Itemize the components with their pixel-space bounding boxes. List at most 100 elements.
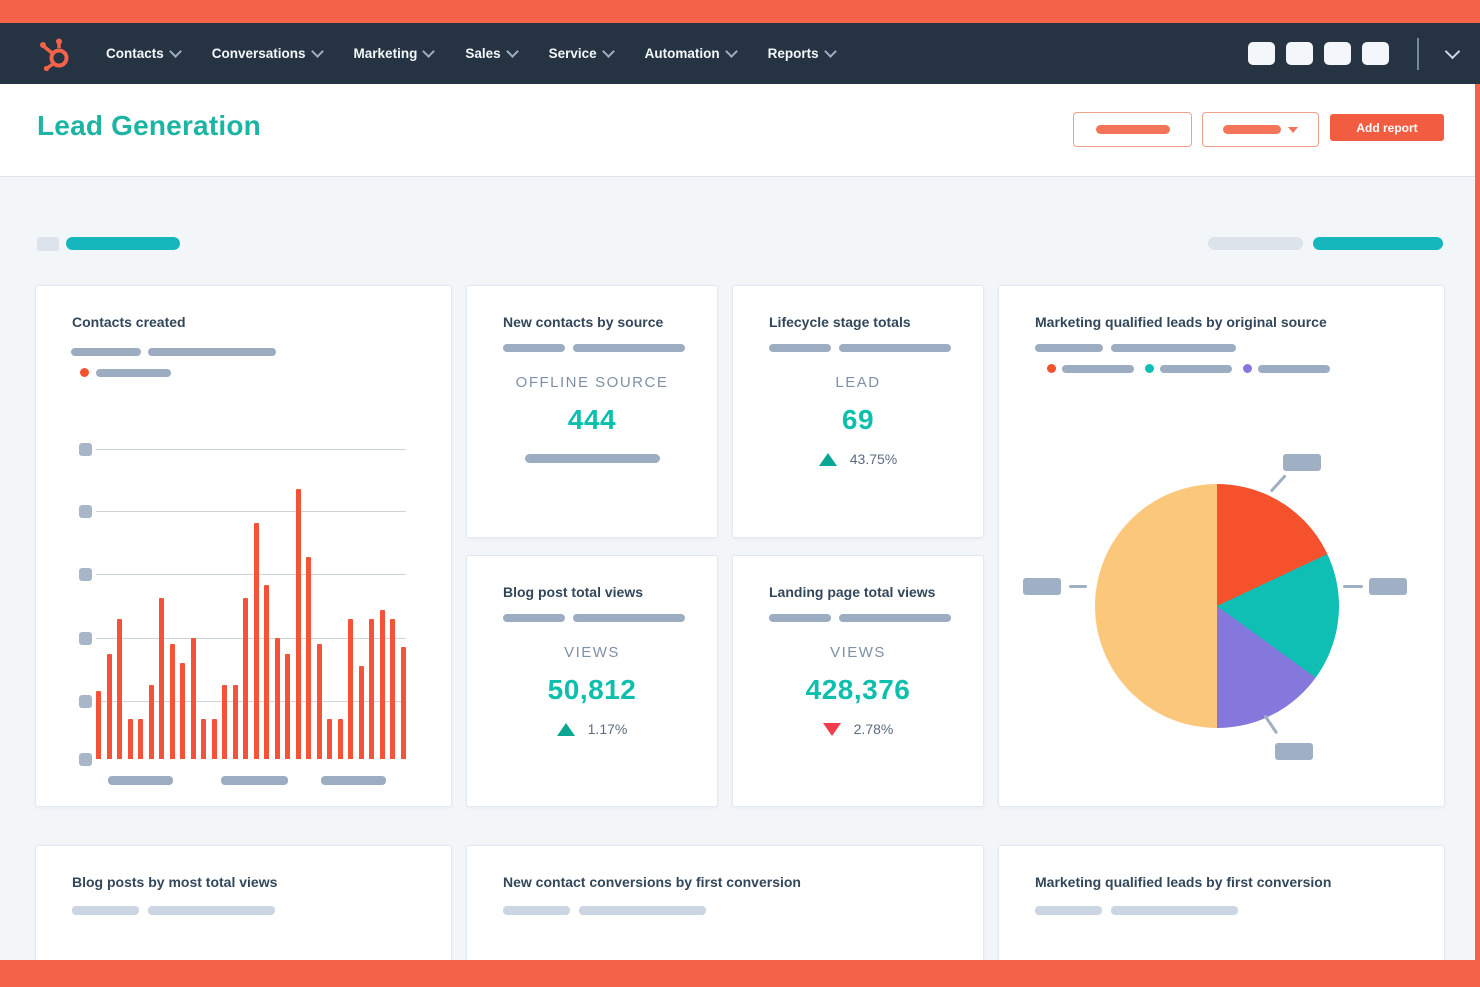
bar (243, 598, 249, 759)
gridline (96, 449, 406, 450)
dashboard-select[interactable] (1073, 112, 1192, 147)
bar (159, 598, 165, 759)
bar (295, 489, 301, 759)
bar (264, 585, 270, 759)
x-label-placeholder (221, 776, 288, 785)
nav-tool-icon-1[interactable] (1248, 42, 1275, 65)
card-title: Contacts created (72, 314, 186, 330)
legend-placeholder (1160, 364, 1232, 373)
card-new-contact-conversions: New contact conversions by first convers… (466, 845, 984, 960)
page-header: Lead Generation Add report (0, 84, 1475, 177)
bar (180, 663, 186, 759)
chevron-down-icon (168, 45, 182, 58)
gridline (96, 574, 406, 575)
nav-tool-icon-2[interactable] (1286, 42, 1313, 65)
card-title: Blog post total views (503, 584, 644, 600)
nav-item-contacts[interactable]: Contacts (106, 45, 182, 61)
y-tick-placeholder (79, 568, 92, 581)
metric-label: VIEWS (564, 644, 620, 661)
subtitle-placeholder (573, 614, 685, 622)
nav-menu: Contacts Conversations Marketing Sales Servi… (106, 45, 837, 61)
legend-dot (1145, 364, 1154, 373)
bar (148, 685, 154, 759)
chevron-down-icon (601, 45, 615, 58)
card-contacts-created: Contacts created (35, 285, 452, 807)
subtitle-placeholder (1035, 906, 1102, 915)
nav-item-sales[interactable]: Sales (465, 45, 519, 61)
bar (190, 638, 196, 759)
nav-item-label: Reports (767, 46, 819, 61)
bar (127, 719, 133, 759)
legend-placeholder (1062, 364, 1134, 373)
actions-dropdown[interactable] (1202, 112, 1319, 147)
bar (232, 685, 238, 759)
filter-icon[interactable] (37, 237, 59, 251)
bar (96, 691, 101, 759)
nav-tool-icon-4[interactable] (1362, 42, 1389, 65)
date-filter-pill[interactable] (66, 237, 180, 250)
nav-item-marketing[interactable]: Marketing (354, 45, 436, 61)
nav-item-reports[interactable]: Reports (767, 45, 837, 61)
page-title: Lead Generation (37, 110, 261, 141)
metric-footer-placeholder (524, 454, 660, 463)
nav-item-service[interactable]: Service (548, 45, 615, 61)
pie-chart[interactable] (1095, 484, 1339, 728)
nav-item-label: Service (548, 46, 597, 61)
y-tick-placeholder (79, 753, 92, 766)
bar (169, 644, 175, 759)
metric-value: 444 (567, 404, 617, 435)
y-tick-placeholder (79, 695, 92, 708)
subtitle-placeholder (1035, 344, 1103, 352)
bar (117, 619, 123, 759)
card-mql-by-first-conversion: Marketing qualified leads by first conve… (998, 845, 1445, 960)
chevron-down-icon (823, 45, 837, 58)
card-mql-by-original-source: Marketing qualified leads by original so… (998, 285, 1445, 807)
bar (106, 654, 112, 759)
nav-tool-icon-3[interactable] (1324, 42, 1351, 65)
nav-divider (1417, 37, 1419, 70)
dashboard-content: Lead Generation Add report Contacts crea… (0, 84, 1475, 960)
subtitle-placeholder (1111, 344, 1236, 352)
subtitle-placeholder (839, 614, 951, 622)
bar (211, 719, 217, 759)
metric-label: LEAD (835, 374, 881, 391)
subtitle-placeholder (579, 906, 706, 915)
bar (369, 619, 375, 759)
card-blog-post-total-views: Blog post total views VIEWS 50,812 1.17% (466, 555, 718, 807)
toolbar-action-pill[interactable] (1313, 237, 1443, 250)
delta-value: 2.78% (853, 721, 894, 737)
chevron-down-icon (724, 45, 738, 58)
top-navbar: Contacts Conversations Marketing Sales Servi… (0, 23, 1480, 84)
bar (390, 619, 396, 759)
card-new-contacts-by-source: New contacts by source OFFLINE SOURCE 44… (466, 285, 718, 538)
metric-label: OFFLINE SOURCE (515, 374, 669, 391)
nav-item-automation[interactable]: Automation (645, 45, 738, 61)
pie-callout-line (1069, 585, 1087, 588)
hubspot-logo[interactable] (38, 36, 72, 72)
card-blog-posts-by-most-total-views: Blog posts by most total views (35, 845, 452, 960)
add-report-button[interactable]: Add report (1330, 114, 1444, 141)
delta-up-icon (818, 452, 837, 466)
card-lifecycle-stage-totals: Lifecycle stage totals LEAD 69 43.75% (732, 285, 984, 538)
pie-callout-placeholder (1023, 578, 1061, 595)
nav-item-conversations[interactable]: Conversations (211, 45, 324, 61)
bar (337, 719, 343, 759)
legend-dot (1243, 364, 1252, 373)
account-chevron-down-icon[interactable] (1444, 43, 1461, 60)
bar (348, 619, 354, 759)
metric-label: VIEWS (830, 644, 886, 661)
subtitle-placeholder (503, 614, 565, 622)
gridline (96, 701, 406, 702)
nav-item-label: Contacts (106, 46, 164, 61)
subtitle-placeholder (503, 344, 565, 352)
nav-item-label: Conversations (211, 46, 306, 61)
bar (253, 523, 259, 759)
select-placeholder (1095, 125, 1170, 134)
pie-callout-line (1269, 474, 1287, 493)
card-title: Landing page total views (769, 584, 936, 600)
card-title: Marketing qualified leads by original so… (1035, 314, 1327, 330)
metric-value: 428,376 (805, 674, 911, 705)
bar (222, 685, 228, 759)
bar (400, 647, 406, 759)
